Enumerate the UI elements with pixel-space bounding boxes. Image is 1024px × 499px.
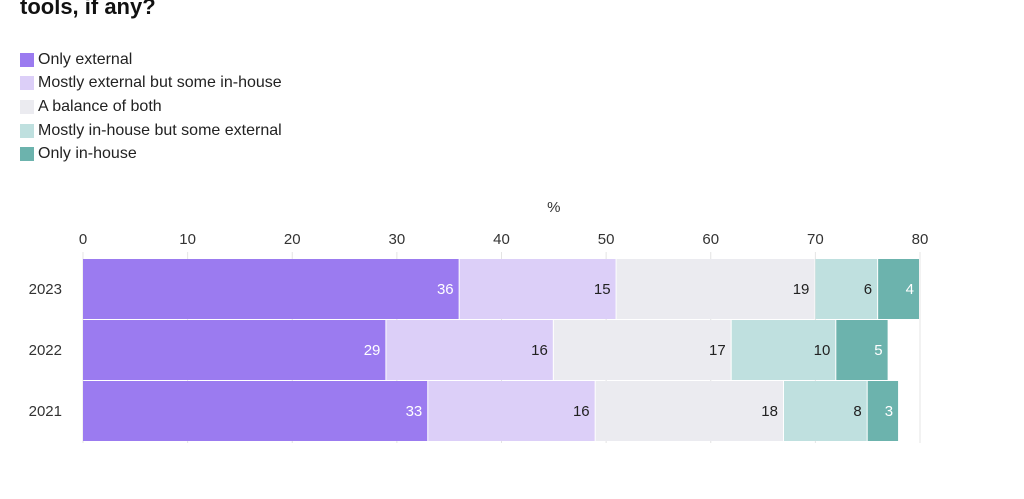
value-label: 4 bbox=[906, 281, 914, 298]
value-label: 18 bbox=[761, 403, 778, 420]
bar-segment bbox=[867, 381, 899, 441]
legend-swatch bbox=[20, 99, 34, 114]
bar-segment bbox=[878, 259, 919, 319]
x-tick-label: 20 bbox=[284, 231, 301, 248]
bar-segment bbox=[836, 320, 888, 380]
bar-segment bbox=[386, 320, 553, 380]
value-label: 16 bbox=[573, 403, 590, 420]
legend-label: Mostly in-house but some external bbox=[38, 121, 282, 139]
legend-item-mostly-in-house: Mostly in-house but some external bbox=[20, 119, 282, 143]
x-tick-label: 80 bbox=[912, 231, 929, 248]
legend-swatch bbox=[20, 123, 34, 138]
category-label: 2023 bbox=[29, 281, 62, 298]
value-label: 33 bbox=[406, 403, 423, 420]
value-label: 8 bbox=[853, 403, 861, 420]
value-label: 5 bbox=[874, 342, 882, 359]
x-tick-label: 30 bbox=[389, 231, 406, 248]
legend-swatch bbox=[20, 147, 34, 162]
legend-item-balance: A balance of both bbox=[20, 95, 282, 119]
category-label: 2022 bbox=[29, 342, 62, 359]
x-tick-label: 0 bbox=[79, 231, 87, 248]
value-label: 6 bbox=[864, 281, 872, 298]
bar-segment bbox=[731, 320, 836, 380]
legend-swatch bbox=[20, 76, 34, 91]
value-label: 15 bbox=[594, 281, 611, 298]
legend-item-mostly-external: Mostly external but some in-house bbox=[20, 72, 282, 96]
bar-segment bbox=[616, 259, 815, 319]
x-tick-label: 60 bbox=[702, 231, 719, 248]
x-tick-label: 50 bbox=[598, 231, 615, 248]
legend-swatch bbox=[20, 52, 34, 67]
bar-segment bbox=[595, 381, 783, 441]
value-label: 29 bbox=[364, 342, 381, 359]
category-label: 2021 bbox=[29, 403, 62, 420]
legend-item-only-external: Only external bbox=[20, 48, 282, 72]
bar-segment bbox=[783, 381, 867, 441]
legend-label: Only in-house bbox=[38, 145, 137, 163]
bar-segment bbox=[553, 320, 731, 380]
chart-title: tools, if any? bbox=[20, 0, 156, 19]
bar-segment bbox=[459, 259, 616, 319]
legend-label: A balance of both bbox=[38, 97, 162, 115]
legend-item-only-in-house: Only in-house bbox=[20, 142, 282, 166]
legend-label: Mostly external but some in-house bbox=[38, 74, 282, 92]
value-label: 17 bbox=[709, 342, 726, 359]
bar-segment bbox=[83, 381, 428, 441]
x-tick-label: 70 bbox=[807, 231, 824, 248]
legend-label: Only external bbox=[38, 50, 133, 68]
bar-segment bbox=[428, 381, 595, 441]
value-label: 10 bbox=[814, 342, 831, 359]
value-label: 19 bbox=[793, 281, 810, 298]
value-label: 16 bbox=[531, 342, 548, 359]
bar-segment bbox=[83, 320, 386, 380]
value-label: 3 bbox=[885, 403, 893, 420]
x-tick-label: 10 bbox=[179, 231, 196, 248]
x-tick-label: 40 bbox=[493, 231, 510, 248]
legend: Only external Mostly external but some i… bbox=[20, 48, 282, 166]
bar-segment bbox=[815, 259, 878, 319]
x-axis-unit: % bbox=[547, 199, 560, 216]
bar-segment bbox=[83, 259, 459, 319]
value-label: 36 bbox=[437, 281, 454, 298]
